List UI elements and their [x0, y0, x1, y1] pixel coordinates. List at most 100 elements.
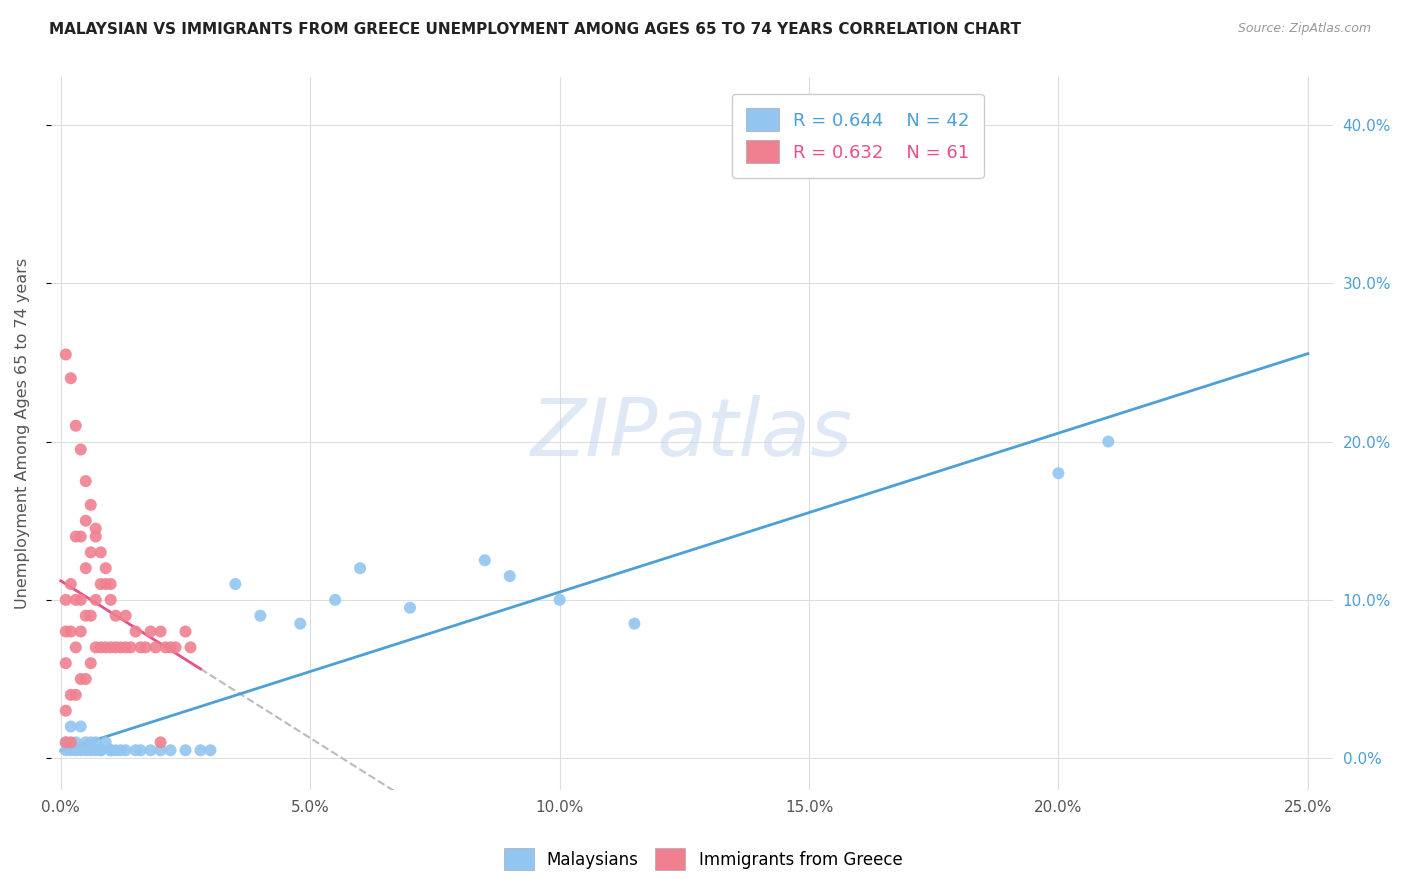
Point — [80, 545, 103, 559]
Point — [65, 530, 87, 544]
Point — [179, 640, 201, 655]
Point — [55, 347, 77, 361]
Point — [69, 442, 91, 457]
Point — [139, 743, 162, 757]
Point — [84, 592, 107, 607]
Point — [69, 719, 91, 733]
Text: MALAYSIAN VS IMMIGRANTS FROM GREECE UNEMPLOYMENT AMONG AGES 65 TO 74 YEARS CORRE: MALAYSIAN VS IMMIGRANTS FROM GREECE UNEM… — [49, 22, 1021, 37]
Point — [114, 640, 136, 655]
Legend: Malaysians, Immigrants from Greece: Malaysians, Immigrants from Greece — [496, 842, 910, 877]
Point — [110, 640, 132, 655]
Point — [94, 577, 117, 591]
Point — [75, 735, 97, 749]
Point — [84, 522, 107, 536]
Point — [124, 624, 146, 639]
Point — [94, 561, 117, 575]
Point — [224, 577, 246, 591]
Point — [145, 640, 167, 655]
Point — [100, 743, 122, 757]
Point — [75, 743, 97, 757]
Point — [623, 616, 645, 631]
Point — [104, 743, 127, 757]
Point — [548, 592, 571, 607]
Point — [65, 688, 87, 702]
Point — [75, 608, 97, 623]
Point — [65, 735, 87, 749]
Point — [84, 743, 107, 757]
Point — [110, 743, 132, 757]
Point — [80, 656, 103, 670]
Point — [135, 640, 157, 655]
Point — [129, 640, 152, 655]
Point — [139, 624, 162, 639]
Point — [100, 577, 122, 591]
Point — [90, 545, 112, 559]
Point — [104, 608, 127, 623]
Point — [174, 624, 197, 639]
Point — [80, 608, 103, 623]
Point — [69, 743, 91, 757]
Point — [59, 719, 82, 733]
Point — [249, 608, 271, 623]
Point — [149, 735, 172, 749]
Point — [55, 704, 77, 718]
Point — [94, 640, 117, 655]
Point — [129, 743, 152, 757]
Point — [65, 592, 87, 607]
Point — [149, 624, 172, 639]
Point — [100, 640, 122, 655]
Point — [80, 743, 103, 757]
Point — [65, 640, 87, 655]
Legend: R = 0.644    N = 42, R = 0.632    N = 61: R = 0.644 N = 42, R = 0.632 N = 61 — [733, 94, 984, 178]
Point — [200, 743, 222, 757]
Point — [290, 616, 312, 631]
Point — [80, 498, 103, 512]
Point — [90, 743, 112, 757]
Point — [190, 743, 212, 757]
Point — [55, 743, 77, 757]
Point — [84, 640, 107, 655]
Point — [100, 743, 122, 757]
Point — [114, 608, 136, 623]
Point — [323, 592, 346, 607]
Point — [1047, 467, 1070, 481]
Point — [75, 672, 97, 686]
Point — [84, 735, 107, 749]
Point — [100, 592, 122, 607]
Point — [124, 743, 146, 757]
Point — [165, 640, 187, 655]
Point — [69, 592, 91, 607]
Point — [55, 592, 77, 607]
Point — [90, 577, 112, 591]
Point — [155, 640, 177, 655]
Point — [174, 743, 197, 757]
Point — [149, 743, 172, 757]
Point — [399, 600, 422, 615]
Text: Source: ZipAtlas.com: Source: ZipAtlas.com — [1237, 22, 1371, 36]
Point — [59, 624, 82, 639]
Point — [104, 640, 127, 655]
Point — [59, 371, 82, 385]
Point — [1097, 434, 1119, 449]
Point — [59, 735, 82, 749]
Text: ZIPatlas: ZIPatlas — [530, 394, 853, 473]
Point — [159, 640, 181, 655]
Point — [75, 474, 97, 488]
Point — [59, 743, 82, 757]
Point — [69, 672, 91, 686]
Y-axis label: Unemployment Among Ages 65 to 74 years: Unemployment Among Ages 65 to 74 years — [15, 258, 30, 609]
Point — [59, 577, 82, 591]
Point — [55, 624, 77, 639]
Point — [65, 743, 87, 757]
Point — [69, 530, 91, 544]
Point — [94, 735, 117, 749]
Point — [75, 561, 97, 575]
Point — [84, 530, 107, 544]
Point — [120, 640, 142, 655]
Point — [159, 743, 181, 757]
Point — [80, 735, 103, 749]
Point — [90, 640, 112, 655]
Point — [55, 656, 77, 670]
Point — [55, 735, 77, 749]
Point — [114, 743, 136, 757]
